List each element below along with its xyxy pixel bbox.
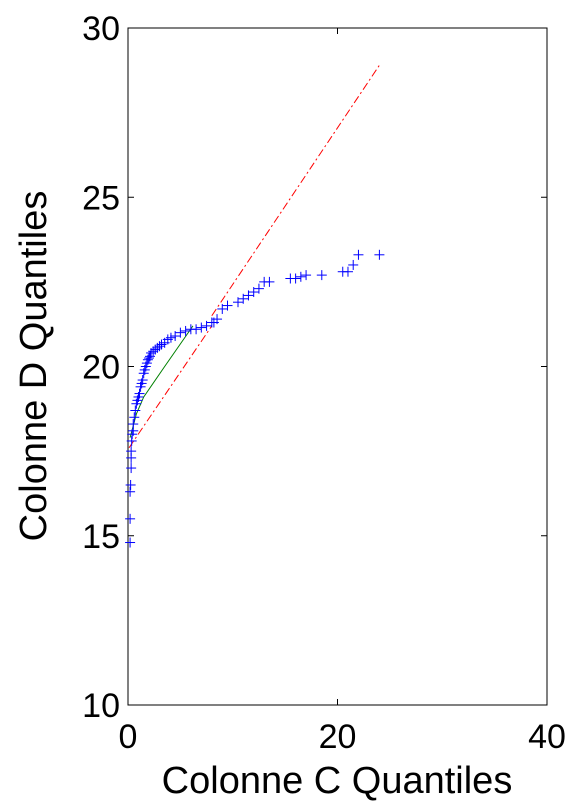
- plot-area: [127, 27, 548, 706]
- x-tick-label: 40: [528, 718, 566, 756]
- data-point: [134, 388, 145, 399]
- data-points: [125, 249, 385, 548]
- tick-labels: 0 20 40 10 15 20 25 30: [82, 10, 566, 756]
- x-tick-label: 0: [119, 718, 138, 756]
- data-point: [232, 297, 243, 308]
- reference-line: [211, 64, 380, 317]
- data-point: [170, 331, 181, 342]
- data-point: [290, 273, 301, 284]
- data-point: [264, 276, 275, 287]
- data-point: [126, 463, 137, 474]
- data-point: [201, 320, 212, 331]
- data-point: [253, 283, 264, 294]
- data-point: [175, 327, 186, 338]
- data-point: [316, 270, 327, 281]
- data-point: [125, 513, 136, 524]
- data-point: [374, 249, 385, 260]
- data-point: [222, 300, 233, 311]
- data-point: [212, 314, 223, 325]
- data-point: [126, 435, 137, 446]
- data-point: [129, 412, 140, 423]
- data-point: [191, 324, 202, 335]
- y-axis-label: Colonne D Quantiles: [13, 191, 55, 542]
- data-point: [180, 325, 191, 336]
- data-point: [248, 287, 259, 298]
- y-tick-label: 10: [82, 687, 120, 725]
- y-tick-label: 30: [82, 10, 120, 48]
- data-point: [154, 341, 165, 352]
- data-point: [143, 353, 154, 364]
- x-axis-label: Colonne C Quantiles: [162, 760, 513, 802]
- data-point: [243, 290, 254, 301]
- data-point: [165, 332, 176, 343]
- axis-ticks: [127, 27, 548, 706]
- data-point: [342, 266, 353, 277]
- data-point: [348, 259, 359, 270]
- data-point: [238, 293, 249, 304]
- data-point: [295, 271, 306, 282]
- data-point: [125, 486, 136, 497]
- y-tick-label: 20: [82, 349, 120, 387]
- data-point: [137, 375, 148, 386]
- data-point: [125, 537, 136, 548]
- data-point: [125, 479, 136, 490]
- data-point: [128, 419, 139, 430]
- y-tick-label: 15: [82, 518, 120, 556]
- data-point: [126, 446, 137, 457]
- data-point: [353, 249, 364, 260]
- x-tick-label: 20: [319, 718, 357, 756]
- y-tick-label: 25: [82, 179, 120, 217]
- data-point: [217, 303, 228, 314]
- data-point: [196, 322, 207, 333]
- data-point: [130, 405, 141, 416]
- data-point: [301, 270, 312, 281]
